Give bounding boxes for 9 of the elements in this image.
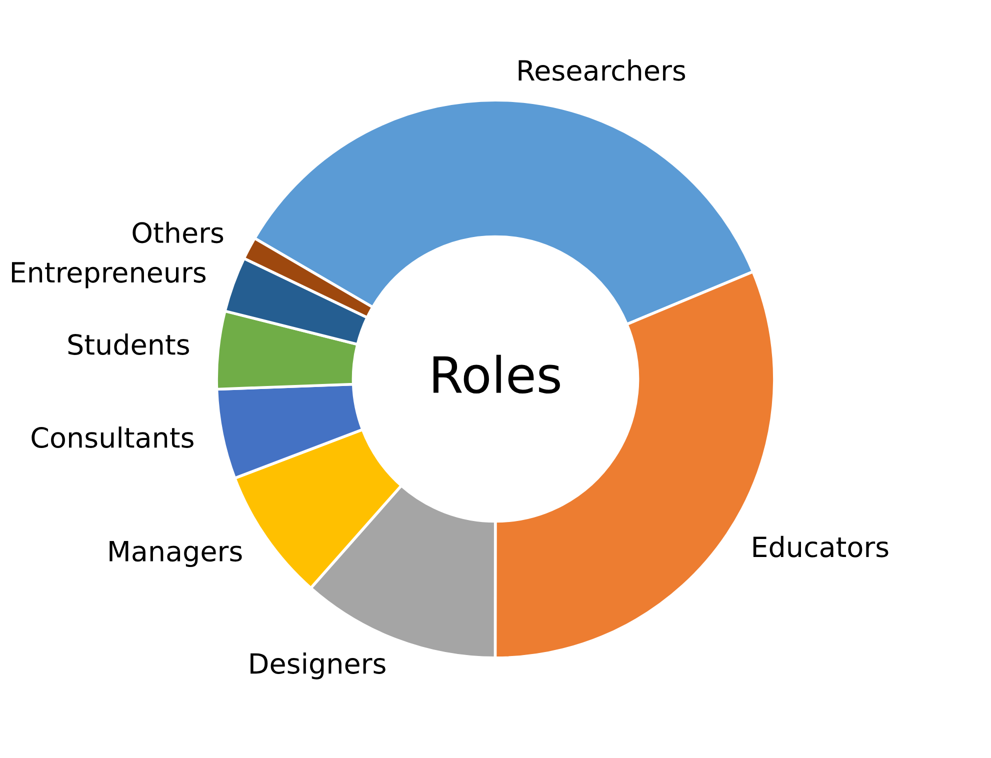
slice-label: Consultants — [32, 426, 194, 448]
slice-label: Entrepreneurs — [12, 262, 206, 288]
slice-label: Designers — [250, 652, 386, 680]
text: Roles — [434, 354, 560, 394]
slice-label: Educators — [753, 536, 888, 558]
slice-label: Students — [68, 333, 189, 355]
slice-label: Others — [132, 222, 224, 244]
slice-label: Managers — [110, 541, 242, 568]
slice-label: Researchers — [518, 59, 686, 81]
